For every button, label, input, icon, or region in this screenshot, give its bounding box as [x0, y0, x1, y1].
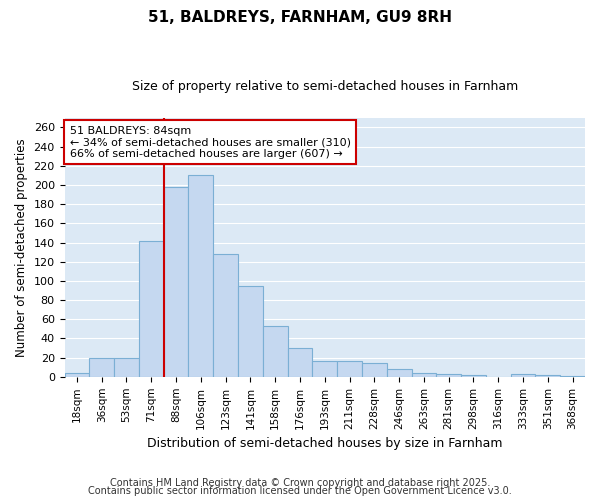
Bar	[511, 374, 535, 377]
Bar	[139, 240, 164, 377]
Bar	[362, 364, 387, 377]
X-axis label: Distribution of semi-detached houses by size in Farnham: Distribution of semi-detached houses by …	[147, 437, 503, 450]
Bar	[188, 176, 213, 377]
Bar	[387, 369, 412, 377]
Bar	[337, 362, 362, 377]
Text: Contains public sector information licensed under the Open Government Licence v3: Contains public sector information licen…	[88, 486, 512, 496]
Bar	[287, 348, 313, 377]
Text: 51 BALDREYS: 84sqm
← 34% of semi-detached houses are smaller (310)
66% of semi-d: 51 BALDREYS: 84sqm ← 34% of semi-detache…	[70, 126, 351, 158]
Bar	[436, 374, 461, 377]
Bar	[263, 326, 287, 377]
Text: 51, BALDREYS, FARNHAM, GU9 8RH: 51, BALDREYS, FARNHAM, GU9 8RH	[148, 10, 452, 25]
Text: Contains HM Land Registry data © Crown copyright and database right 2025.: Contains HM Land Registry data © Crown c…	[110, 478, 490, 488]
Title: Size of property relative to semi-detached houses in Farnham: Size of property relative to semi-detach…	[131, 80, 518, 93]
Bar	[560, 376, 585, 377]
Bar	[461, 375, 486, 377]
Bar	[535, 375, 560, 377]
Bar	[412, 373, 436, 377]
Bar	[313, 362, 337, 377]
Bar	[114, 358, 139, 377]
Bar	[213, 254, 238, 377]
Bar	[238, 286, 263, 377]
Bar	[65, 373, 89, 377]
Y-axis label: Number of semi-detached properties: Number of semi-detached properties	[15, 138, 28, 356]
Bar	[89, 358, 114, 377]
Bar	[164, 187, 188, 377]
